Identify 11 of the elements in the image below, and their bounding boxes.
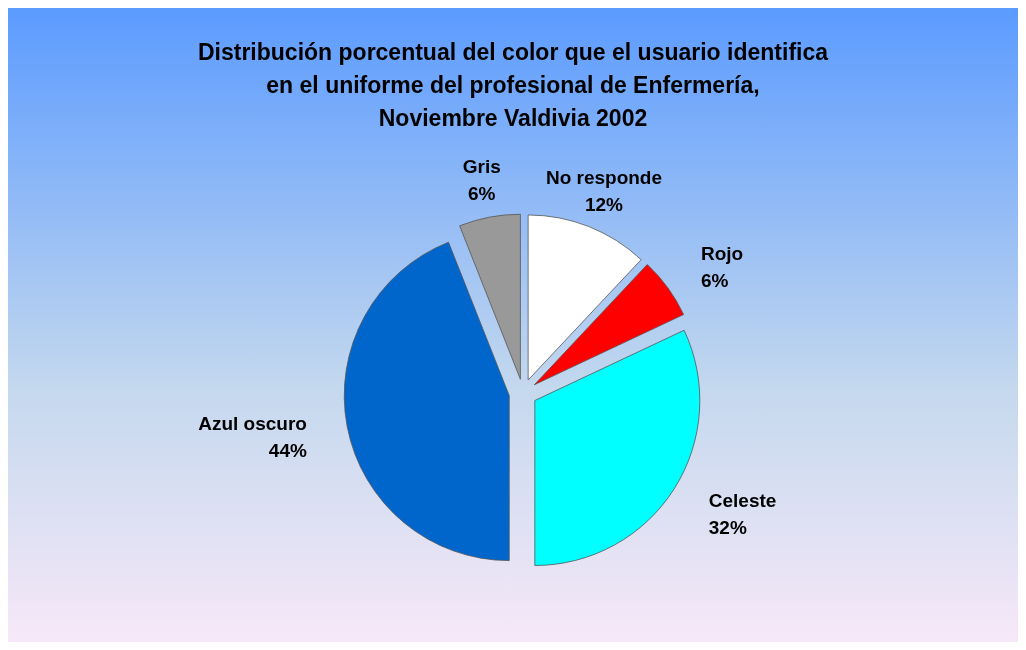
data-label: 6% [700, 269, 729, 291]
slice-label: No responde [545, 167, 663, 189]
chart-title: Distribución porcentual del color que el usuario identifica en el uniforme del profesional de Enfermería, Noviembre Valdivia 2002 [197, 39, 829, 131]
data-label: 6% [468, 182, 496, 204]
data-label: 12% [584, 194, 624, 216]
slice-label: Celeste [708, 489, 777, 511]
data-label: 32% [708, 516, 747, 538]
slice-label: Gris [462, 155, 501, 177]
slice-label: Rojo [700, 242, 744, 264]
data-label: 44% [268, 440, 307, 462]
slice-label: Azul oscuro [198, 413, 307, 435]
